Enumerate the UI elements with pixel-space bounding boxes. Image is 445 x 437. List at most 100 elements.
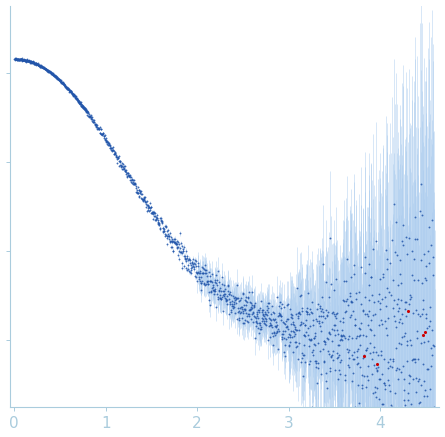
Point [405,235,413,242]
Point [317,328,324,335]
Point [222,295,229,302]
Point [239,304,246,311]
Point [154,221,162,228]
Point [65,86,72,93]
Point [274,328,281,335]
Point [58,79,65,86]
Point [222,286,229,293]
Point [275,312,282,319]
Point [428,326,435,333]
Point [59,79,66,86]
Point [259,317,266,324]
Point [31,59,38,66]
Point [364,363,371,370]
Point [22,57,29,64]
Point [185,255,192,262]
Point [84,111,91,118]
Point [53,75,61,82]
Point [13,55,20,62]
Point [342,307,349,314]
Point [283,324,290,331]
Point [27,60,34,67]
Point [384,359,392,366]
Point [349,334,356,341]
Point [214,296,221,303]
Point [155,221,162,228]
Point [362,383,369,390]
Point [306,357,313,364]
Point [178,243,186,250]
Point [307,305,314,312]
Point [346,293,353,300]
Point [44,67,51,74]
Point [145,204,152,211]
Point [218,280,225,287]
Point [140,196,147,203]
Point [209,279,216,286]
Point [324,384,331,391]
Point [200,265,207,272]
Point [44,68,51,75]
Point [427,241,434,248]
Point [279,301,286,308]
Point [157,218,164,225]
Point [69,91,77,98]
Point [290,329,297,336]
Point [18,55,25,62]
Point [16,56,24,63]
Point [50,71,57,78]
Point [148,203,155,210]
Point [245,319,252,326]
Point [24,58,31,65]
Point [239,289,247,296]
Point [78,102,85,109]
Point [28,59,36,66]
Point [352,296,360,303]
Point [285,342,292,349]
Point [77,99,84,106]
Point [251,334,258,341]
Point [371,383,378,390]
Point [127,173,134,180]
Point [56,76,63,83]
Point [344,296,351,303]
Point [17,56,24,63]
Point [369,390,376,397]
Point [136,193,143,200]
Point [226,289,233,296]
Point [265,336,272,343]
Point [429,420,436,427]
Point [82,105,89,112]
Point [171,236,178,243]
Point [273,319,280,326]
Point [58,78,65,85]
Point [408,424,415,431]
Point [328,280,335,287]
Point [66,87,73,94]
Point [83,108,90,115]
Point [202,282,209,289]
Point [331,322,338,329]
Point [336,317,344,324]
Point [291,330,298,337]
Point [288,314,295,321]
Point [19,56,26,63]
Point [424,365,431,372]
Point [127,177,134,184]
Point [82,106,89,113]
Point [198,287,205,294]
Point [209,284,216,291]
Point [40,65,48,72]
Point [34,61,41,68]
Point [176,247,183,254]
Point [414,356,421,363]
Point [284,301,291,308]
Point [143,208,150,215]
Point [360,308,367,315]
Point [270,309,277,316]
Point [21,57,28,64]
Point [187,269,194,276]
Point [84,108,91,114]
Point [208,284,215,291]
Point [409,309,417,316]
